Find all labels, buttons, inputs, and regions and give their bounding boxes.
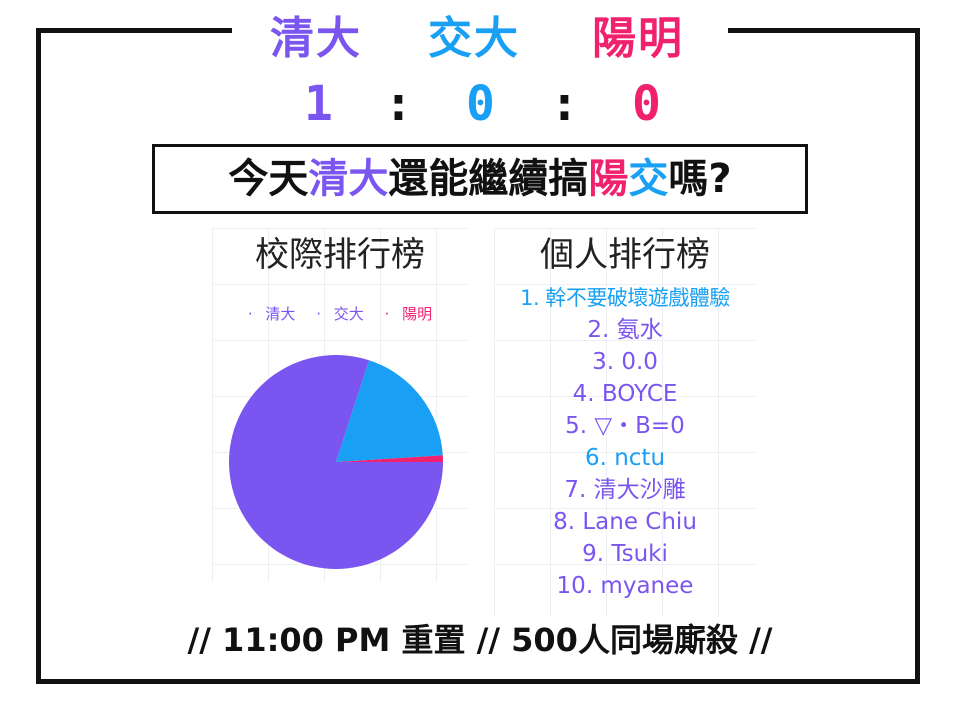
rank-item-10: 10. myanee bbox=[556, 573, 694, 599]
pie-slice-nctu bbox=[336, 360, 443, 462]
legend-item-nthu[interactable]: · 清大 bbox=[247, 305, 296, 323]
score-nthu: 1 bbox=[304, 76, 333, 132]
question-banner: 今天清大還能繼續搞陽交嗎? bbox=[152, 144, 808, 214]
rank-item-4: 4. BOYCE bbox=[572, 381, 678, 407]
question-prefix: 今天 bbox=[228, 156, 309, 202]
rank-item-8: 8. Lane Chiu bbox=[553, 509, 697, 535]
question-suffix: 嗎? bbox=[668, 156, 732, 202]
rank-item-6: 6. nctu bbox=[584, 445, 666, 471]
score-row: 1 : 0 : 0 bbox=[232, 76, 728, 132]
personal-ranking-panel: 個人排行榜 1. 幹不要破壞遊戲體驗 2. 氨水 3. 0.0 4. BOYCE… bbox=[494, 228, 756, 616]
school-ranking-title: 校際排行榜 bbox=[255, 235, 425, 275]
legend-item-nctu[interactable]: · 交大 bbox=[316, 305, 364, 323]
score-separator: : bbox=[384, 76, 413, 132]
team-nctu-label: 交大 bbox=[428, 13, 520, 64]
personal-ranking-title: 個人排行榜 bbox=[540, 235, 710, 275]
rank-item-1: 1. 幹不要破壞遊戲體驗 bbox=[520, 286, 730, 310]
footer-banner: // 11:00 PM 重置 // 500人同場廝殺 // bbox=[187, 621, 773, 659]
personal-ranking-list: 1. 幹不要破壞遊戲體驗 2. 氨水 3. 0.0 4. BOYCE 5. ▽・… bbox=[494, 282, 756, 602]
question-middle: 還能繼續搞 bbox=[388, 156, 589, 202]
score-separator: : bbox=[550, 76, 579, 132]
score-nctu: 0 bbox=[466, 76, 495, 132]
school-pie-chart bbox=[228, 355, 443, 569]
pie-slice-ym bbox=[336, 455, 443, 462]
question-school-nthu: 清大 bbox=[308, 156, 389, 202]
question-school-ym: 陽 bbox=[588, 156, 629, 202]
rank-item-2: 2. 氨水 bbox=[587, 317, 663, 343]
pie-slice-nthu bbox=[228, 355, 443, 569]
rank-item-5: 5. ▽・B=0 bbox=[565, 413, 685, 439]
rank-item-9: 9. Tsuki bbox=[582, 541, 668, 567]
question-school-nctu: 交 bbox=[628, 156, 669, 202]
team-header: 清大 交大 陽明 bbox=[232, 8, 728, 66]
pie-legend: · 清大 · 交大 · 陽明 bbox=[212, 304, 468, 324]
team-ym-label: 陽明 bbox=[592, 13, 684, 64]
legend-item-ym[interactable]: · 陽明 bbox=[384, 305, 433, 323]
rank-item-3: 3. 0.0 bbox=[592, 349, 658, 375]
rank-item-7: 7. 清大沙雕 bbox=[564, 477, 686, 503]
team-nthu-label: 清大 bbox=[270, 13, 362, 64]
school-ranking-panel: 校際排行榜 · 清大 · 交大 · 陽明 bbox=[212, 228, 468, 582]
score-ym: 0 bbox=[632, 76, 661, 132]
